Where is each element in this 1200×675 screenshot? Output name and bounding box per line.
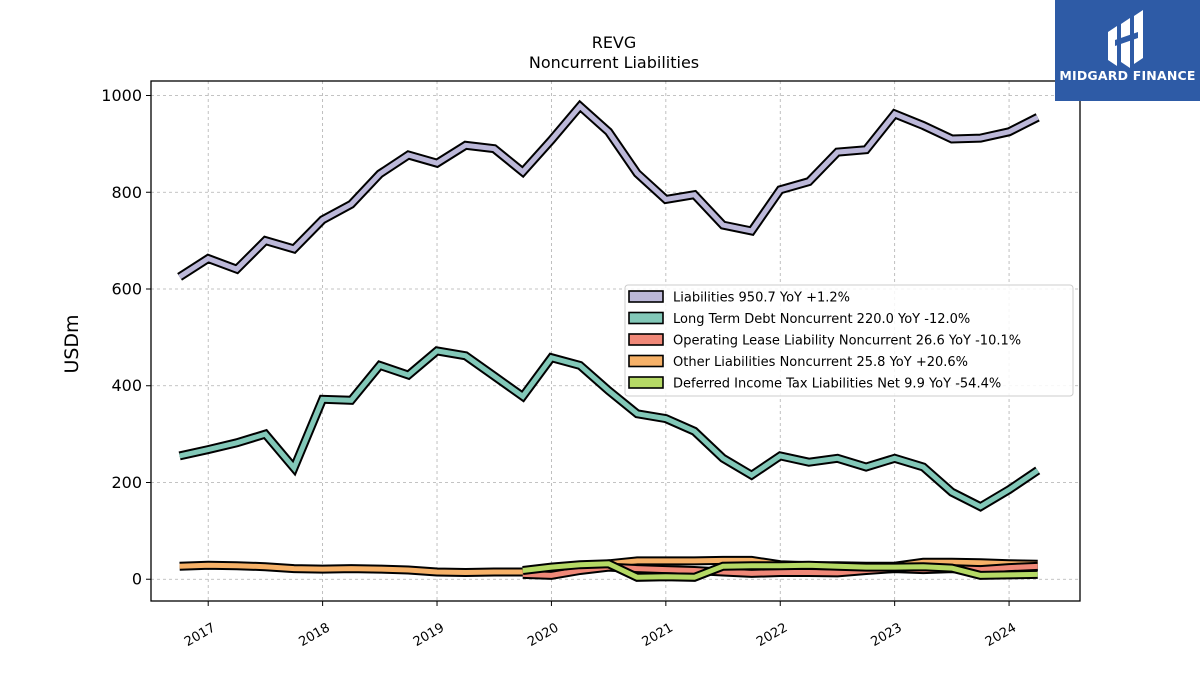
legend-swatch [628, 354, 664, 368]
x-tick-label: 2020 [525, 620, 561, 650]
legend-swatch [628, 290, 664, 303]
y-axis-label: USDm [61, 314, 83, 373]
legend-entry: Deferred Income Tax Liabilities Net 9.9 … [673, 377, 1001, 392]
legend-entry: Liabilities 950.7 YoY +1.2% [673, 291, 850, 306]
logo-mark-icon [1108, 10, 1143, 68]
plot-frame [150, 80, 1081, 602]
y-tick-label: 800 [111, 183, 142, 202]
brand-logo: MIDGARD FINANCE [1055, 0, 1200, 101]
legend-swatch [628, 376, 664, 389]
series-line-deferred-income-tax-liabilities-net [522, 561, 1038, 580]
y-tick-label: 600 [111, 280, 142, 299]
series-line-liabilities [178, 102, 1039, 280]
x-tick-label: 2024 [983, 620, 1019, 650]
x-tick-label: 2019 [411, 620, 447, 650]
y-tick-label: 0 [132, 570, 142, 589]
legend-swatch [628, 333, 664, 346]
logo-text: MIDGARD FINANCE [1059, 68, 1196, 83]
legend-entry: Operating Lease Liability Noncurrent 26.… [673, 334, 1021, 349]
legend: Liabilities 950.7 YoY +1.2% Long Term Deb… [624, 284, 1074, 397]
x-tick-label: 2018 [296, 620, 332, 650]
chart-title: REVG [592, 33, 637, 52]
legend-entry: Long Term Debt Noncurrent 220.0 YoY -12.… [673, 312, 970, 327]
y-tick-label: 1000 [101, 86, 142, 105]
legend-entry: Other Liabilities Noncurrent 25.8 YoY +2… [673, 355, 968, 370]
x-tick-label: 2023 [868, 620, 904, 650]
y-tick-label: 400 [111, 376, 142, 395]
y-tick-label: 200 [111, 473, 142, 492]
legend-swatch [628, 311, 664, 325]
series-line-long-term-debt-noncurrent [179, 348, 1040, 510]
x-tick-label: 2017 [182, 620, 218, 650]
series-group [177, 99, 1041, 582]
x-tick-label: 2022 [754, 620, 790, 650]
x-tick-label: 2021 [640, 620, 676, 650]
legend-box [624, 284, 1074, 397]
chart-subtitle: Noncurrent Liabilities [529, 53, 699, 72]
